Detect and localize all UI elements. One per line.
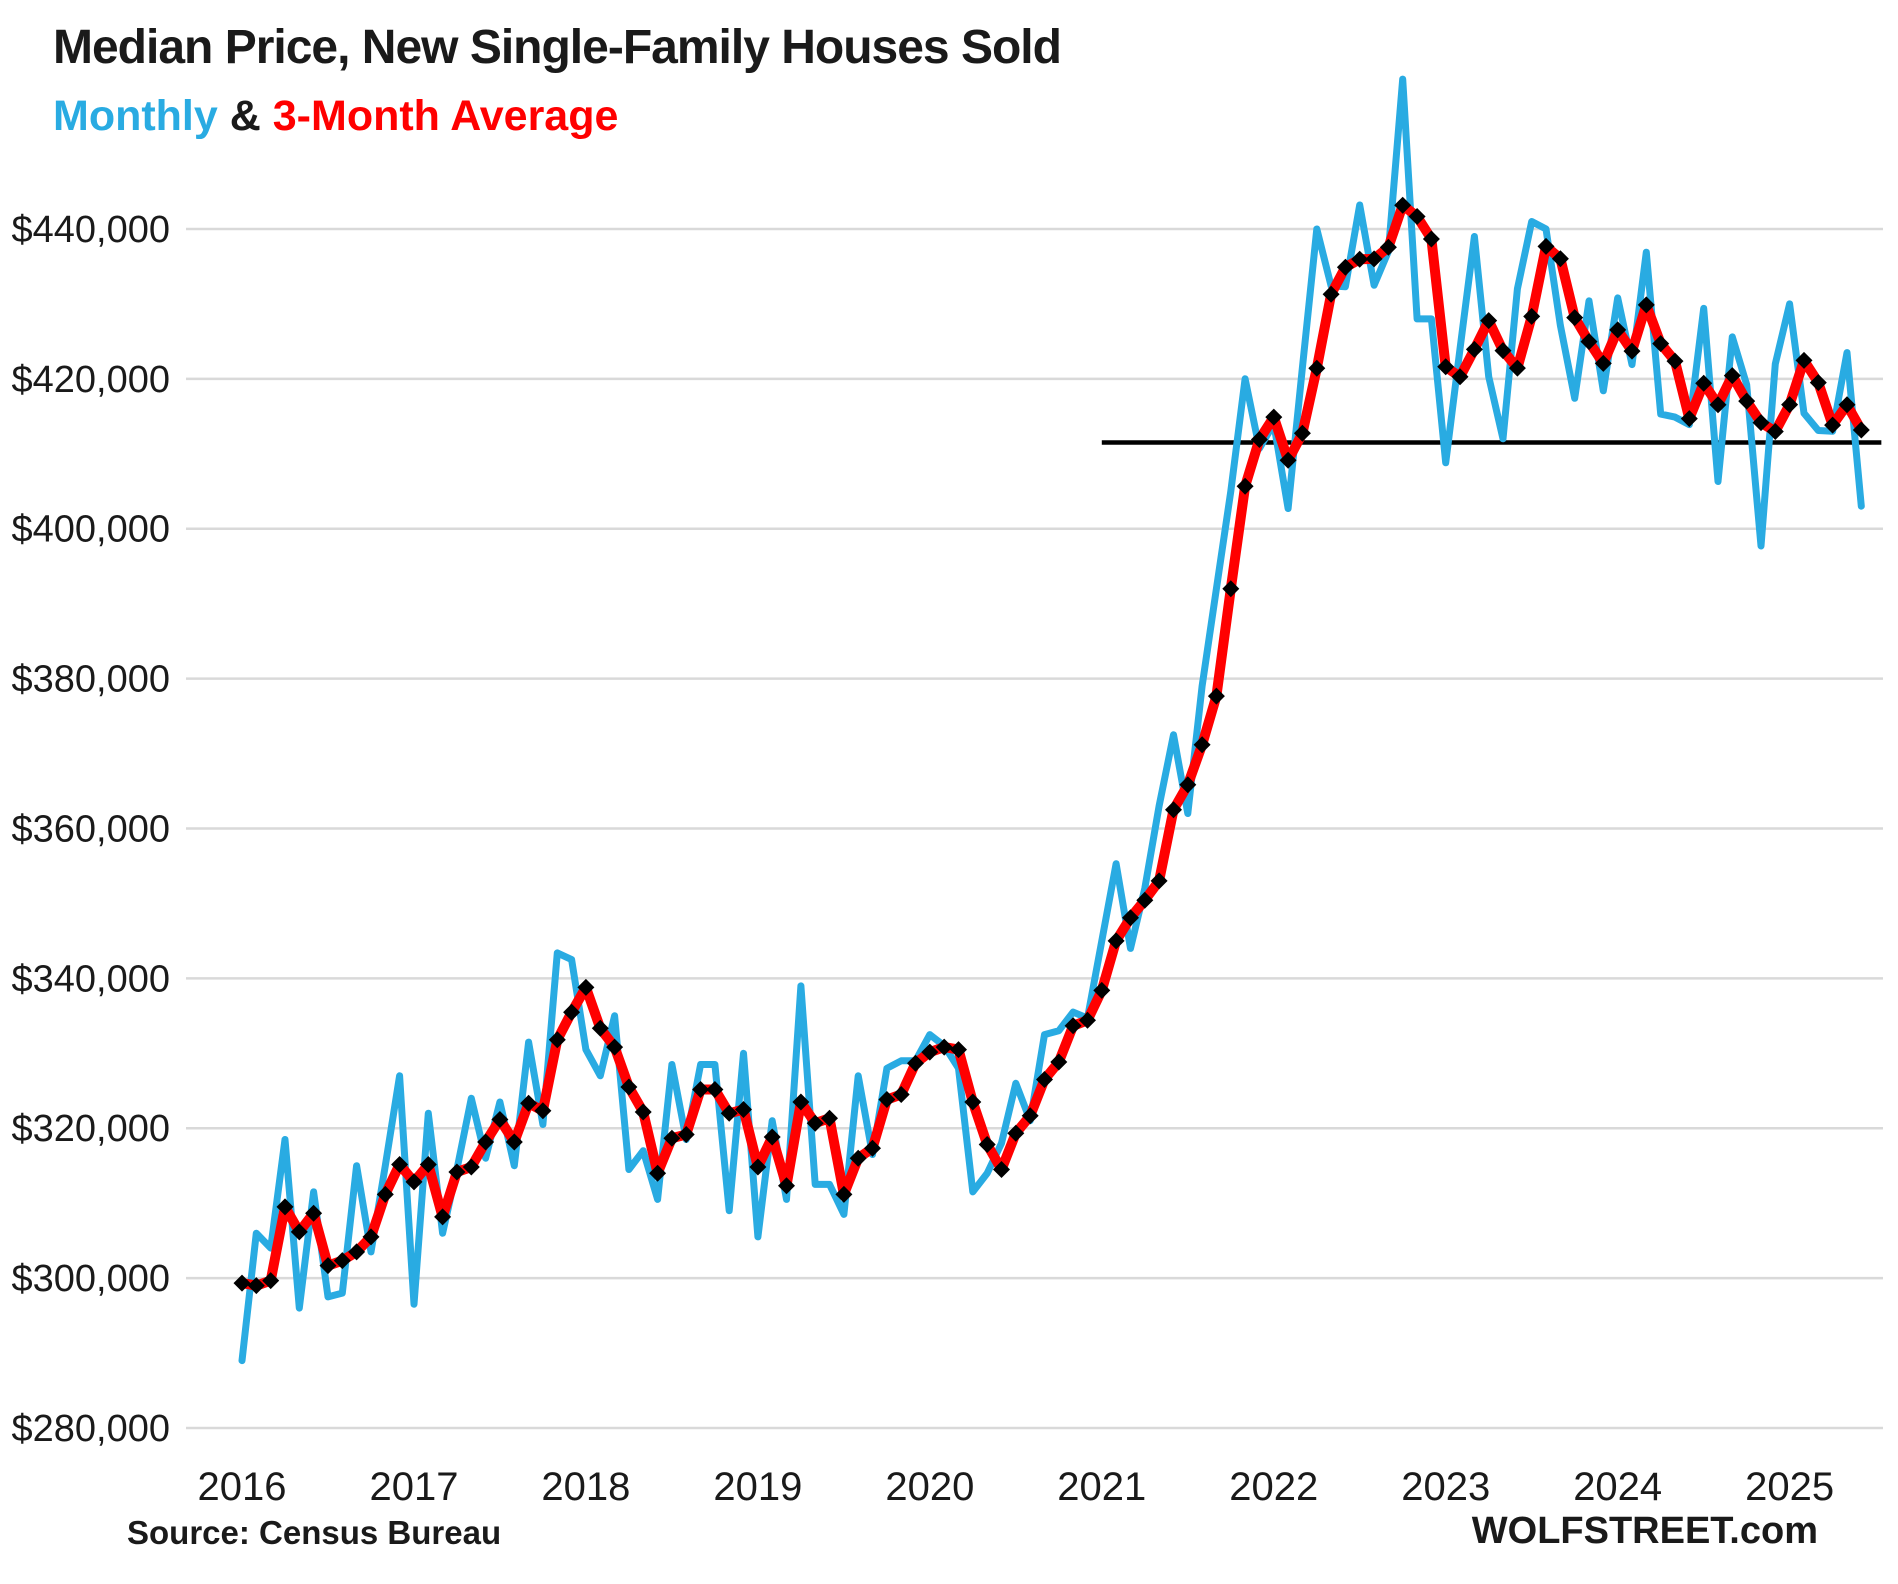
y-axis-label: $300,000 [12,1258,171,1300]
x-axis-label: 2021 [1057,1465,1146,1509]
x-axis-label: 2022 [1229,1465,1318,1509]
x-axis-label: 2024 [1573,1465,1662,1509]
y-axis-label: $440,000 [12,209,171,251]
x-axis-label: 2019 [713,1465,802,1509]
y-axis-label: $400,000 [12,509,171,551]
average-line [237,200,1867,1291]
source-label: Source: Census Bureau [127,1514,502,1551]
y-axis-label: $340,000 [12,958,171,1000]
monthly-line [238,75,1865,1365]
legend-average-label: 3-Month Average [272,92,619,140]
watermark-label: WOLFSTREET.com [1471,1510,1818,1552]
y-axis-label: $380,000 [12,659,171,701]
y-axis-label: $360,000 [12,808,171,850]
x-axis-label: 2023 [1401,1465,1490,1509]
y-axis-label: $320,000 [12,1108,171,1150]
legend-monthly-label: Monthly [53,92,218,140]
x-axis-label: 2018 [541,1465,630,1509]
legend-ampersand: & [217,92,273,140]
x-axis-label: 2025 [1745,1465,1834,1509]
x-axis-label: 2020 [885,1465,974,1509]
chart-subtitle: Monthly & 3-Month Average [53,92,618,141]
x-axis-label: 2016 [198,1465,287,1509]
x-axis-label: 2017 [369,1465,458,1509]
chart-title: Median Price, New Single-Family Houses S… [53,21,1062,74]
y-axis-label: $280,000 [12,1408,171,1450]
y-axis-label: $420,000 [12,359,171,401]
